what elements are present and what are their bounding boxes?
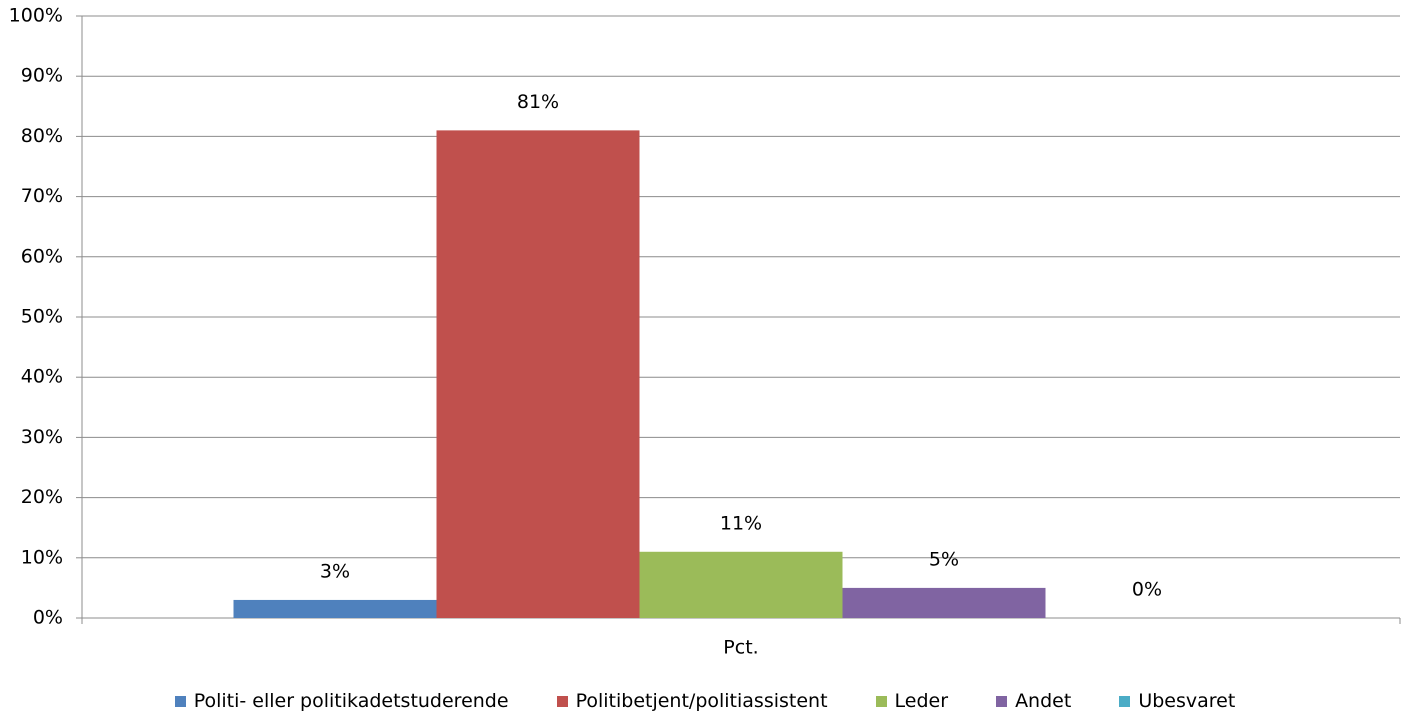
y-tick-label: 40%: [21, 366, 63, 388]
data-label: 5%: [929, 548, 959, 570]
legend-swatch: [996, 695, 1008, 707]
legend-label: Politibetjent/politiassistent: [575, 690, 828, 712]
legend-label: Leder: [894, 690, 949, 712]
bar: [639, 551, 843, 618]
legend-item: Leder: [875, 690, 949, 712]
y-tick-label: 10%: [21, 546, 63, 568]
legend-item: Politibetjent/politiassistent: [556, 690, 828, 712]
data-label: 3%: [320, 560, 350, 582]
y-tick-label: 80%: [21, 125, 63, 147]
legend-label: Andet: [1015, 690, 1072, 712]
legend: Politi- eller politikadetstuderende Polit…: [0, 690, 1410, 712]
legend-swatch: [174, 695, 186, 707]
bar: [436, 130, 640, 618]
legend-label: Ubesvaret: [1138, 690, 1236, 712]
y-tick-label: 60%: [21, 245, 63, 267]
legend-label: Politi- eller politikadetstuderende: [193, 690, 509, 712]
y-tick-label: 100%: [9, 5, 63, 27]
legend-item: Andet: [996, 690, 1071, 712]
bar: [842, 587, 1046, 618]
chart: 0% 10% 20% 30% 40% 50% 60% 70% 80% 90% 100% Pct. 3% 8…: [9, 5, 1401, 659]
legend-item: Ubesvaret: [1119, 690, 1235, 712]
y-tick-label: 70%: [21, 185, 63, 207]
legend-swatch: [875, 695, 887, 707]
data-label: 11%: [720, 512, 762, 534]
data-label: 0%: [1132, 579, 1162, 601]
legend-swatch: [1119, 695, 1131, 707]
y-tick-label: 50%: [21, 306, 63, 328]
legend-swatch: [556, 695, 568, 707]
x-tick-label: Pct.: [723, 637, 758, 659]
legend-item: Politi- eller politikadetstuderende: [174, 690, 509, 712]
data-label: 81%: [517, 91, 559, 113]
y-tick-label: 30%: [21, 426, 63, 448]
y-tick-label: 90%: [21, 65, 63, 87]
y-tick-label: 20%: [21, 486, 63, 508]
y-tick-label: 0%: [33, 607, 63, 629]
bar: [233, 599, 437, 618]
